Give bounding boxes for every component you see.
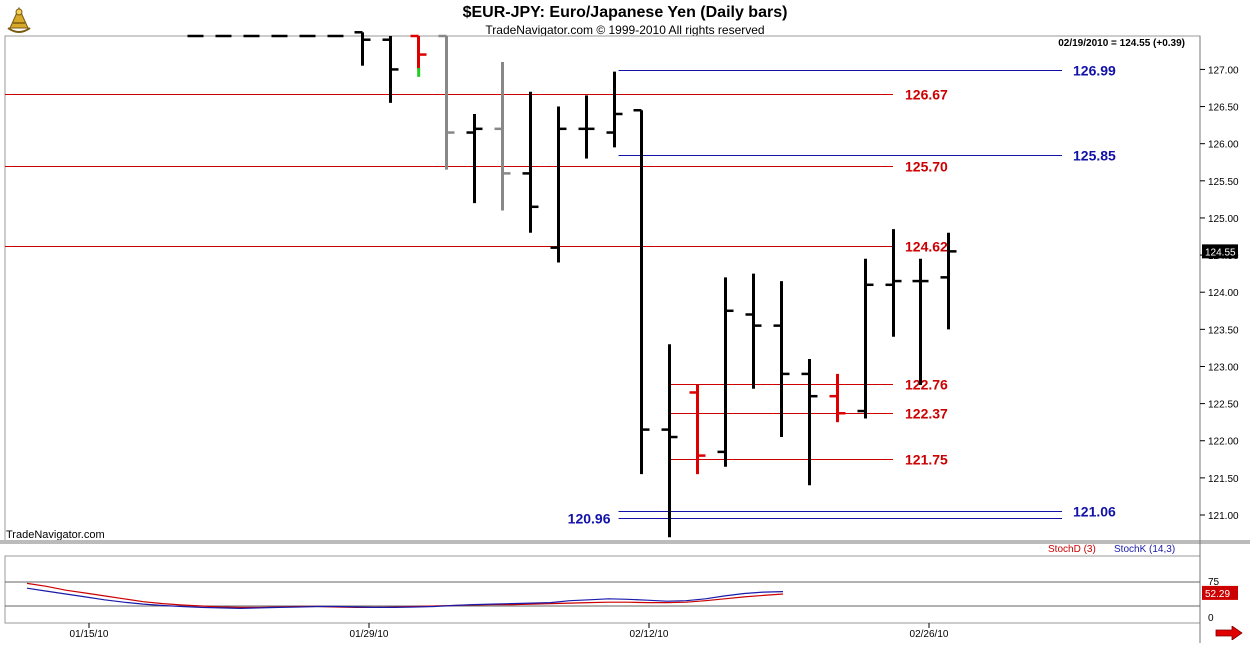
x-tick-label: 02/12/10 [630,629,669,640]
stochd-legend: StochD (3) [1048,544,1096,555]
level-label-126.99: 126.99 [1073,63,1116,79]
y-tick-label: 122.50 [1208,400,1239,411]
y-tick-label: 125.00 [1208,214,1239,225]
x-tick-label: 01/29/10 [350,629,389,640]
y-tick-label: 126.00 [1208,140,1239,151]
price-readout: 02/19/2010 = 124.55 (+0.39) [1058,38,1185,49]
stoch-value-tag [1202,585,1238,600]
level-label-126.67: 126.67 [905,87,948,103]
stoch-value-label: 52.29 [1205,589,1230,600]
y-tick-label: 121.00 [1208,511,1239,522]
level-label-122.76: 122.76 [905,377,948,393]
brand-watermark: TradeNavigator.com [6,529,105,541]
stoch-plot-frame [4,555,1201,624]
current-price-label: 124.55 [1205,247,1236,258]
current-price-tag [1202,244,1238,259]
stoch-tick-75: 75 [1208,577,1220,588]
sextant-logo-icon [4,4,34,34]
level-label-121.75: 121.75 [905,452,948,468]
y-tick-label: 122.00 [1208,437,1239,448]
y-tick-label: 127.00 [1208,65,1239,76]
stoch-tick-0: 0 [1208,613,1214,624]
price-plot-frame [4,35,1201,542]
scroll-right-arrow-icon[interactable] [1214,625,1244,645]
y-tick-label: 123.00 [1208,362,1239,373]
level-label-121.06: 121.06 [1073,504,1116,520]
level-label-125.85: 125.85 [1073,148,1116,164]
x-tick-label: 02/26/10 [910,629,949,640]
level-label-125.70: 125.70 [905,159,948,175]
level-label-122.37: 122.37 [905,406,948,422]
level-label-120.96: 120.96 [568,511,611,527]
x-tick-label: 01/15/10 [70,629,109,640]
level-label-124.62: 124.62 [905,239,948,255]
y-tick-label: 125.50 [1208,177,1239,188]
y-tick-label: 121.50 [1208,474,1239,485]
stochk-line [26,587,784,610]
y-tick-label: 123.50 [1208,325,1239,336]
chart-title: $EUR-JPY: Euro/Japanese Yen (Daily bars) [462,4,788,21]
stochk-legend: StochK (14,3) [1114,544,1176,555]
y-tick-label: 124.00 [1208,288,1239,299]
y-tick-label: 126.50 [1208,103,1239,114]
copyright-text: TradeNavigator.com © 1999-2010 All right… [485,23,765,37]
